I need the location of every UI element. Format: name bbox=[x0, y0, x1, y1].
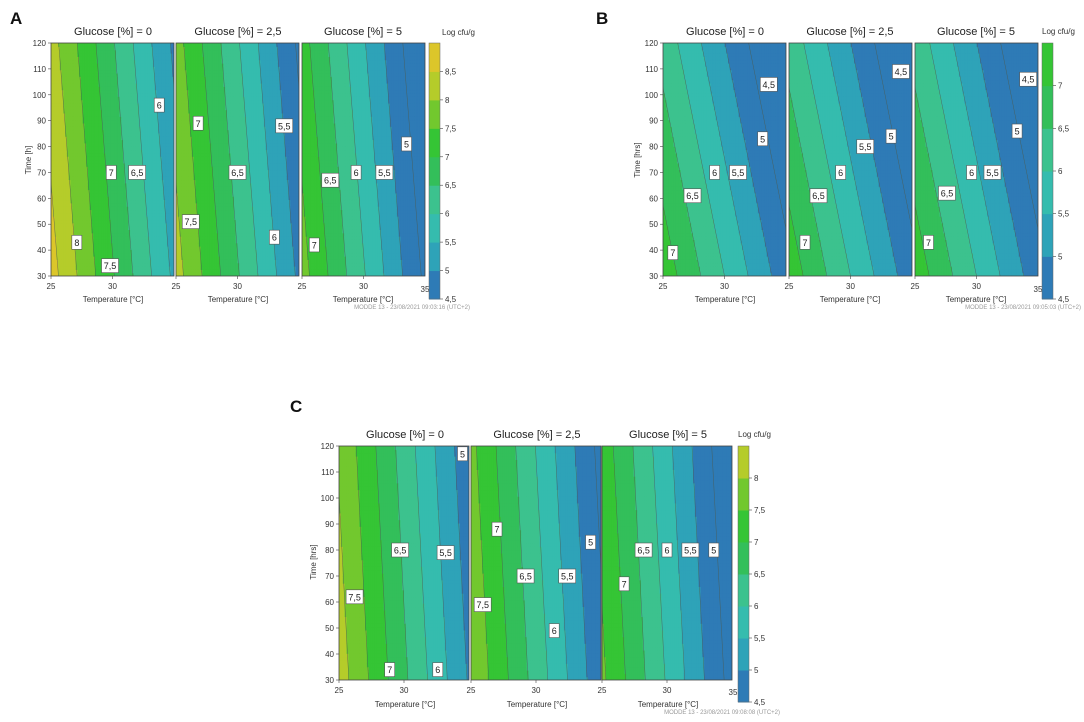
colorbar-title: Log cfu/g bbox=[442, 28, 475, 37]
y-tick-label: 90 bbox=[37, 117, 46, 126]
x-tick-label: 35 bbox=[421, 285, 430, 294]
contour-level-label: 7,5 bbox=[104, 261, 117, 271]
y-tick-label: 120 bbox=[33, 39, 47, 48]
y-tick-label: 80 bbox=[37, 143, 46, 152]
y-axis-label: Time [h] bbox=[24, 146, 33, 175]
contour-level-label: 6,5 bbox=[131, 168, 144, 178]
panel-title: Glucose [%] = 2,5 bbox=[194, 26, 281, 38]
contour-level-label: 7 bbox=[109, 168, 114, 178]
x-axis-label: Temperature [°C] bbox=[208, 295, 269, 304]
x-axis-label: Temperature [°C] bbox=[333, 295, 394, 304]
panel-letter: A bbox=[10, 9, 22, 28]
contour-level-label: 6 bbox=[157, 101, 162, 111]
y-tick-label: 40 bbox=[37, 246, 46, 255]
y-tick-label: 70 bbox=[37, 168, 46, 177]
y-tick-label: 30 bbox=[37, 272, 46, 281]
y-tick-label: 50 bbox=[37, 220, 46, 229]
y-tick-label: 110 bbox=[33, 65, 46, 74]
panel-title: Glucose [%] = 0 bbox=[74, 26, 152, 38]
panel-title: Glucose [%] = 5 bbox=[324, 26, 402, 38]
contour-level-label: 8 bbox=[74, 238, 79, 248]
x-tick-label: 30 bbox=[108, 282, 117, 291]
x-axis-label: Temperature [°C] bbox=[83, 295, 144, 304]
y-tick-label: 60 bbox=[37, 194, 46, 203]
software-footer: MODDE 13 - 23/08/2021 09:03:16 (UTC+2) bbox=[354, 305, 470, 311]
figure-a: A Glucose [%] = 0 Glucose [%] = 2,5 Gluc… bbox=[10, 9, 475, 311]
y-tick-label: 100 bbox=[33, 91, 47, 100]
x-tick-label: 25 bbox=[47, 282, 56, 291]
